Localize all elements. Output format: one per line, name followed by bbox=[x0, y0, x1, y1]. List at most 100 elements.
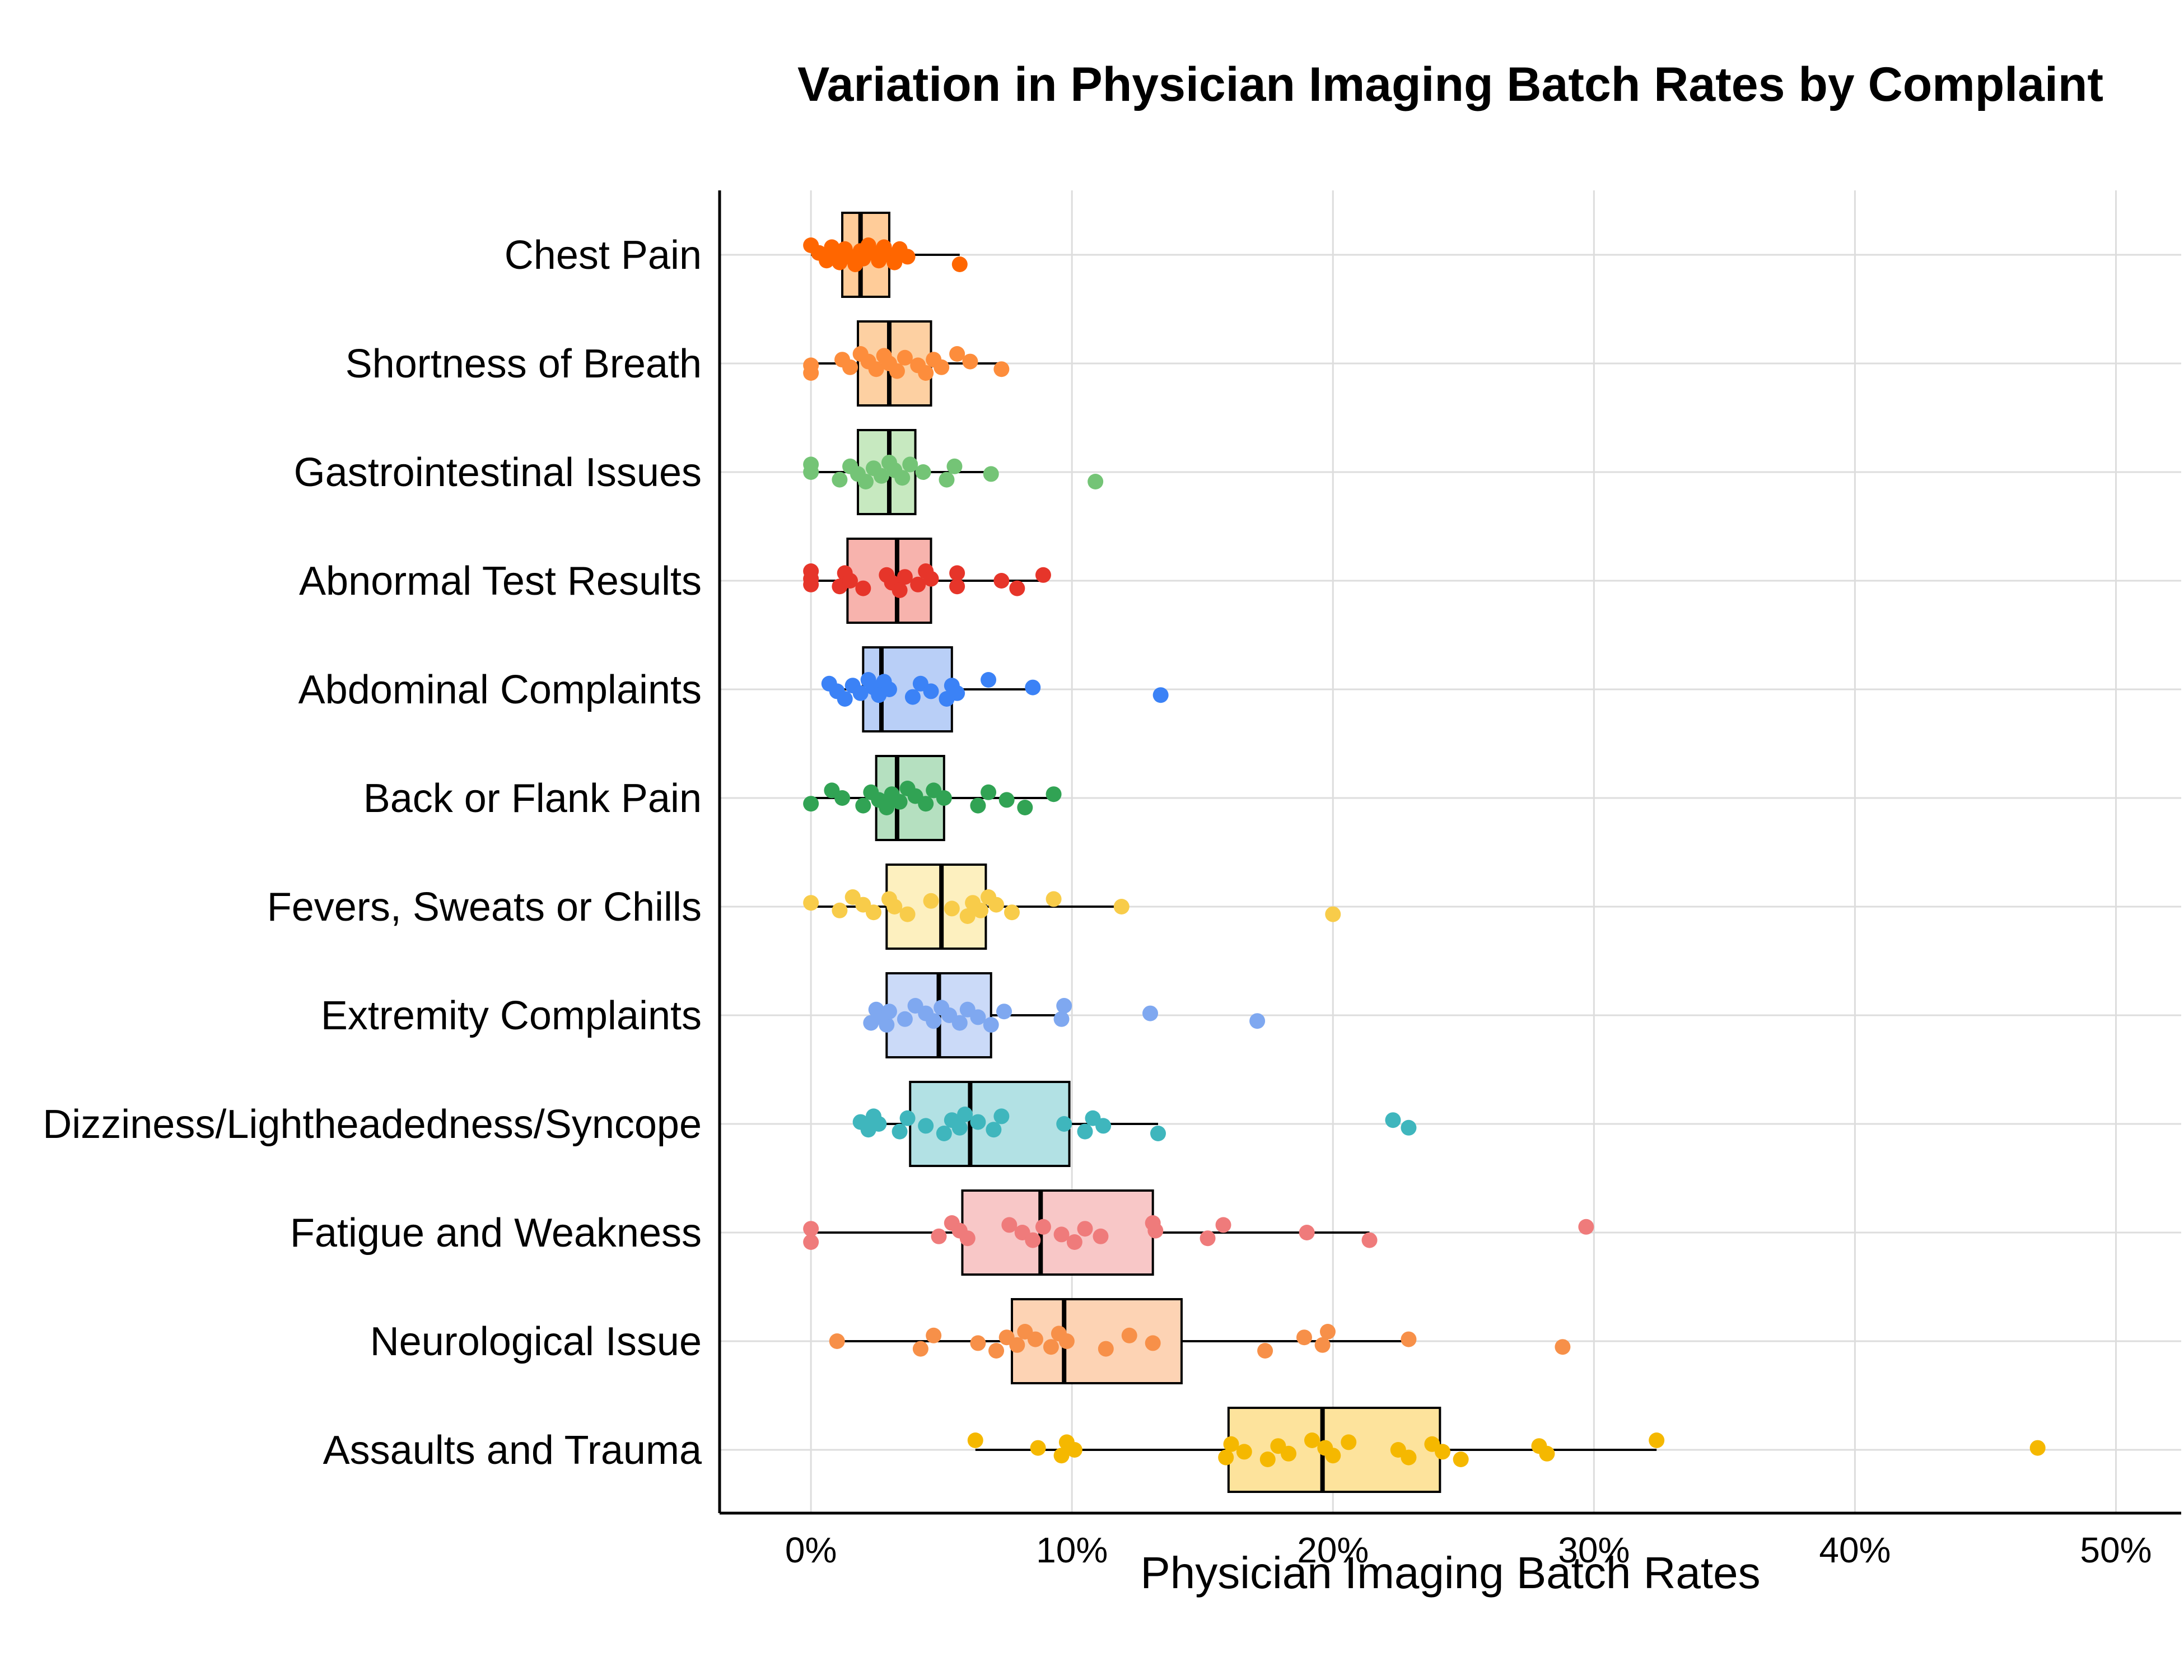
data-point bbox=[1299, 1225, 1315, 1240]
data-point bbox=[865, 904, 881, 921]
data-point bbox=[1361, 1232, 1378, 1248]
data-point bbox=[902, 456, 918, 473]
data-point bbox=[1035, 1219, 1051, 1235]
data-point bbox=[1004, 904, 1020, 921]
data-point bbox=[852, 685, 869, 701]
data-point bbox=[1058, 1333, 1075, 1349]
data-point bbox=[944, 900, 960, 917]
data-point bbox=[986, 1122, 1002, 1138]
data-point bbox=[1093, 1228, 1109, 1244]
x-tick-label: 10% bbox=[1036, 1530, 1108, 1570]
category-label: Abdominal Complaints bbox=[298, 668, 702, 712]
data-point bbox=[1314, 1337, 1331, 1353]
category-label: Gastrointestinal Issues bbox=[294, 450, 702, 495]
data-point bbox=[829, 1333, 845, 1349]
data-point bbox=[1215, 1217, 1231, 1233]
data-point bbox=[881, 1004, 897, 1020]
data-point bbox=[1223, 1436, 1239, 1452]
data-point bbox=[951, 1015, 968, 1031]
data-point bbox=[899, 249, 916, 265]
data-point bbox=[1453, 1452, 1469, 1467]
data-point bbox=[803, 365, 819, 381]
data-point bbox=[1341, 1434, 1357, 1450]
data-point bbox=[899, 906, 916, 922]
data-point bbox=[897, 1011, 913, 1027]
axes bbox=[718, 190, 2181, 1515]
data-point bbox=[993, 1108, 1010, 1124]
data-point bbox=[1385, 1112, 1401, 1128]
data-point bbox=[873, 468, 889, 484]
category-label: Chest Pain bbox=[505, 233, 702, 278]
data-point bbox=[962, 353, 978, 370]
data-point bbox=[1121, 1327, 1137, 1343]
data-point bbox=[970, 1335, 986, 1351]
data-point bbox=[1555, 1339, 1571, 1355]
data-point bbox=[1043, 1339, 1059, 1355]
data-point bbox=[904, 689, 921, 705]
data-point bbox=[1053, 1448, 1070, 1464]
data-point bbox=[973, 902, 989, 918]
data-point bbox=[1401, 1449, 1417, 1466]
data-point bbox=[1056, 998, 1072, 1014]
data-point bbox=[918, 365, 934, 381]
data-point bbox=[1056, 1116, 1072, 1132]
data-point bbox=[832, 472, 848, 488]
data-point bbox=[889, 363, 905, 379]
data-point bbox=[837, 691, 853, 707]
data-point bbox=[959, 908, 976, 924]
category-label: Fatigue and Weakness bbox=[290, 1211, 702, 1256]
data-point bbox=[926, 1013, 942, 1029]
data-point bbox=[803, 571, 819, 587]
data-point bbox=[803, 1221, 819, 1237]
data-point bbox=[1066, 1442, 1082, 1458]
data-point bbox=[923, 893, 939, 909]
data-point bbox=[1027, 1331, 1043, 1347]
data-point bbox=[881, 682, 897, 697]
data-point bbox=[842, 573, 858, 589]
data-point bbox=[949, 578, 965, 595]
data-point bbox=[1001, 1217, 1018, 1233]
data-points bbox=[803, 237, 2046, 1467]
data-point bbox=[970, 1114, 986, 1130]
category-label: Dizziness/Lightheadedness/Syncope bbox=[43, 1102, 702, 1147]
data-point bbox=[988, 897, 1005, 913]
data-point bbox=[886, 899, 903, 914]
data-point bbox=[923, 683, 939, 699]
data-point bbox=[803, 796, 819, 812]
data-point bbox=[2029, 1440, 2046, 1456]
data-point bbox=[1035, 567, 1051, 583]
category-label: Neurological Issue bbox=[370, 1319, 702, 1364]
data-point bbox=[1152, 687, 1169, 703]
data-point bbox=[915, 464, 931, 480]
data-point bbox=[1325, 1448, 1341, 1464]
data-point bbox=[1249, 1013, 1266, 1029]
data-point bbox=[1200, 1230, 1216, 1247]
data-point bbox=[946, 458, 963, 474]
data-point bbox=[957, 1107, 973, 1122]
data-point bbox=[993, 361, 1010, 377]
data-point bbox=[834, 790, 851, 806]
chart-title: Variation in Physician Imaging Batch Rat… bbox=[797, 58, 2103, 111]
data-point bbox=[1053, 1011, 1070, 1027]
data-point bbox=[868, 361, 884, 377]
data-point bbox=[803, 895, 819, 911]
data-point bbox=[1539, 1445, 1555, 1462]
data-point bbox=[959, 1230, 976, 1247]
data-point bbox=[951, 1119, 968, 1136]
data-point bbox=[1025, 1232, 1041, 1248]
data-point bbox=[1098, 1341, 1114, 1357]
data-point bbox=[892, 794, 908, 810]
x-tick-label: 0% bbox=[785, 1530, 837, 1570]
data-point bbox=[894, 470, 911, 486]
data-point bbox=[1142, 1005, 1159, 1021]
data-point bbox=[981, 784, 997, 800]
data-point bbox=[892, 582, 908, 598]
data-point bbox=[926, 1327, 942, 1343]
data-point bbox=[931, 1228, 947, 1244]
data-point bbox=[886, 254, 903, 270]
data-point bbox=[1053, 1226, 1070, 1243]
x-axis-title: Physician Imaging Batch Rates bbox=[1140, 1548, 1760, 1598]
data-point bbox=[1046, 786, 1062, 802]
data-point bbox=[842, 359, 858, 375]
category-label: Abnormal Test Results bbox=[299, 559, 702, 604]
